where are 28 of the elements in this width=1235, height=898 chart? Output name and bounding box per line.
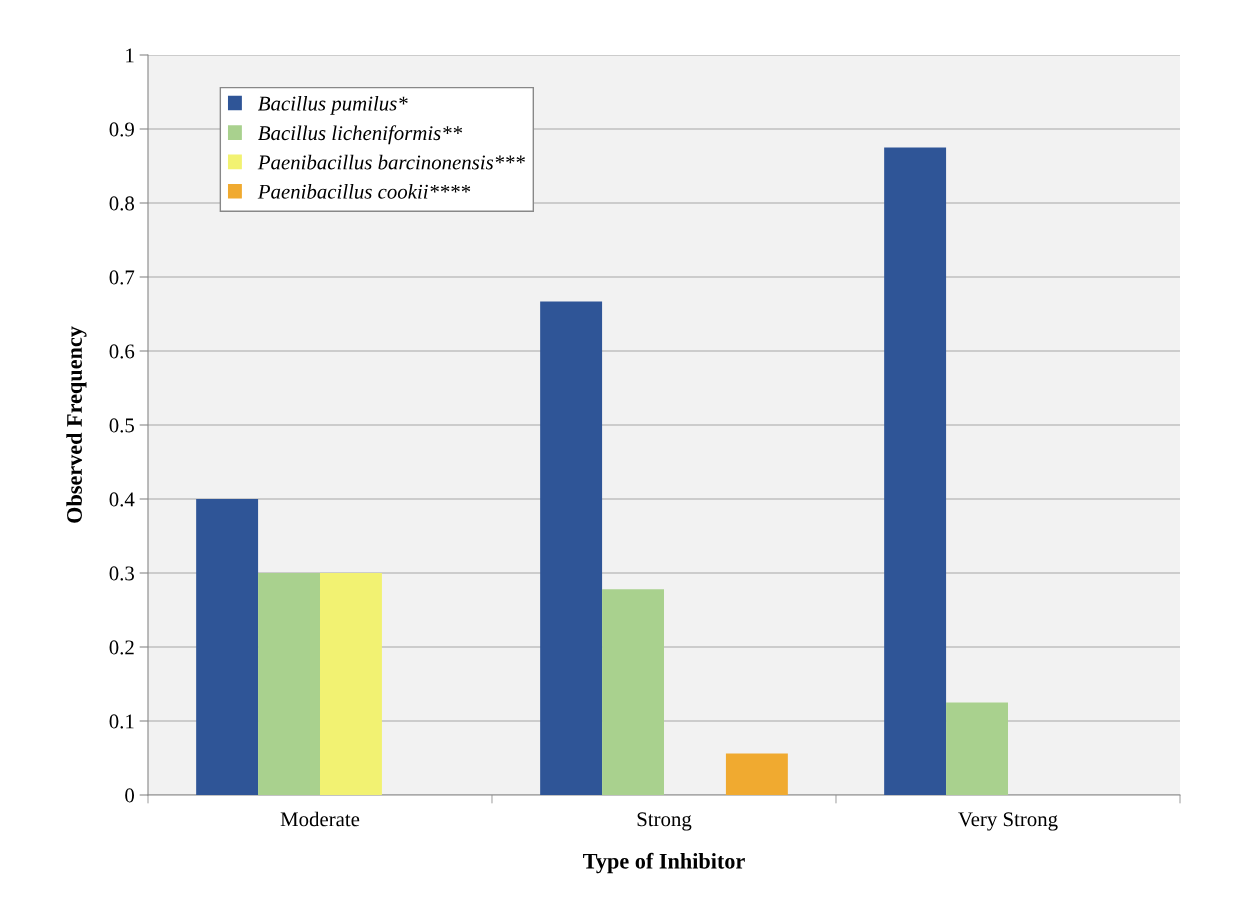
bar bbox=[196, 499, 259, 795]
x-tick-label: Strong bbox=[637, 812, 692, 831]
legend-label: Bacillus pumilus* bbox=[258, 95, 408, 115]
x-axis-title: Type of Inhibitor bbox=[583, 852, 745, 874]
bar bbox=[725, 753, 788, 795]
bar bbox=[946, 702, 1008, 795]
bar bbox=[258, 573, 320, 795]
bar bbox=[884, 147, 947, 795]
x-tick-label: Very Strong bbox=[958, 812, 1058, 831]
legend-label: Bacillus licheniformis** bbox=[258, 125, 463, 145]
bar bbox=[320, 573, 382, 795]
y-tick-label: 0 bbox=[125, 788, 135, 803]
y-tick-label: 0.9 bbox=[109, 122, 134, 137]
y-tick-label: 0.6 bbox=[109, 344, 135, 359]
legend-label: Paenibacillus cookii**** bbox=[257, 184, 471, 199]
bar bbox=[540, 301, 603, 795]
y-tick-label: 0.8 bbox=[109, 196, 135, 211]
y-tick-label: 0.3 bbox=[109, 566, 134, 581]
x-tick-label: Moderate bbox=[280, 811, 360, 827]
y-tick-label: 0.1 bbox=[109, 714, 134, 729]
y-tick-label: 0.4 bbox=[109, 492, 135, 507]
legend-label: Paenibacillus barcinonensis*** bbox=[257, 154, 525, 170]
y-axis-title: Observed Frequency bbox=[66, 326, 87, 523]
y-tick-label: 0.7 bbox=[109, 270, 135, 285]
y-tick-label: 0.2 bbox=[109, 640, 134, 655]
y-tick-label: 0.5 bbox=[109, 418, 134, 433]
y-tick-label: 1 bbox=[126, 48, 134, 63]
bar bbox=[602, 589, 664, 795]
